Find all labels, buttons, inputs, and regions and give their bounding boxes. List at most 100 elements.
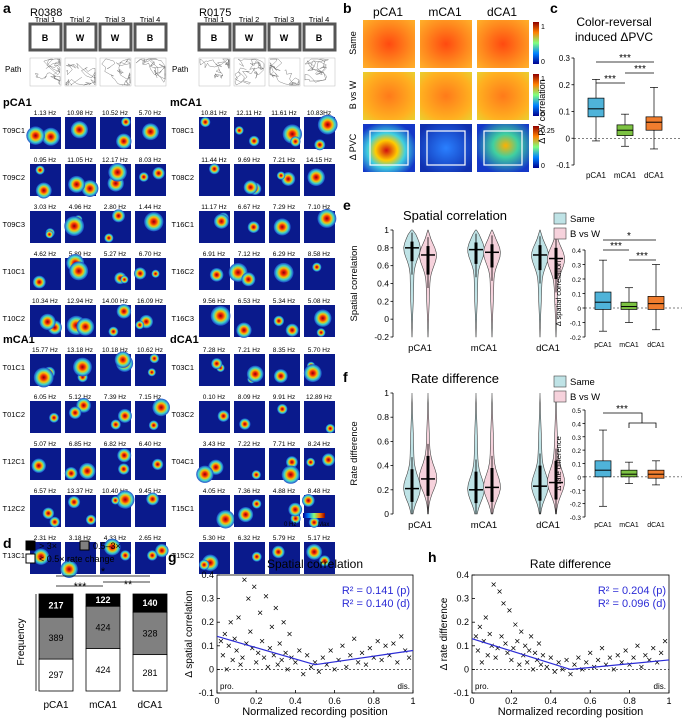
scatter-point: [257, 610, 263, 616]
arena-letter: W: [280, 33, 289, 43]
box-pCA1: [594, 460, 612, 478]
x-tick-label: dCA1: [536, 520, 560, 531]
y-tick-label: 0.4: [572, 421, 581, 428]
scatter-point: [224, 667, 230, 672]
colorbar-tick: 0: [541, 59, 545, 66]
place-field: [198, 559, 210, 570]
r2-label: R² = 0.204 (p): [598, 585, 666, 597]
peak-rate: 7.29 Hz: [273, 204, 295, 211]
peak-rate: 7.39 Hz: [104, 394, 126, 401]
trial-label: Trial 3: [105, 15, 126, 24]
scatter-point: [263, 593, 269, 599]
scatter-point: [650, 645, 656, 651]
scatter-point: [240, 655, 245, 660]
x-tick-label: mCA1: [471, 520, 497, 531]
place-field: [247, 221, 260, 234]
peak-rate: 10.62 Hz: [137, 347, 163, 354]
x-tick-label: pCA1: [408, 343, 432, 354]
scatter-title: Spatial correlation: [267, 557, 363, 571]
peak-rate: 7.12 Hz: [238, 251, 260, 258]
bar-label: 389: [48, 633, 63, 643]
cell-id: T13C1: [2, 551, 25, 560]
place-field: [73, 357, 92, 377]
place-field: [238, 507, 254, 523]
sig-bracket: [628, 422, 657, 428]
colorbar-tick: 0.25: [541, 128, 555, 135]
scatter-point: [293, 660, 298, 665]
place-field: [152, 398, 170, 417]
peak-rate: 10.40 Hz: [102, 488, 128, 495]
colorbar-tick: 1: [541, 76, 545, 83]
place-field: [308, 517, 320, 528]
legend-swatch-mid: [79, 540, 90, 551]
y-tick-label: 0.4: [377, 461, 389, 471]
legend-label: Same: [570, 214, 595, 225]
ratemap-colorbar-max: Max: [318, 522, 329, 528]
peak-rate: 11.61 Hz: [271, 110, 297, 117]
x-tick-label: dCA1: [644, 171, 665, 180]
legend-swatch-bvw: [553, 227, 567, 240]
peak-rate: 9.45 Hz: [139, 488, 161, 495]
scatter-point: [261, 655, 267, 660]
y-tick-label: 0.1: [456, 641, 469, 651]
place-field: [243, 180, 258, 195]
scatter-point: [507, 608, 512, 613]
peak-rate: 6.67 Hz: [238, 204, 260, 211]
ratemap-bg: [30, 211, 61, 243]
arena-outline: [426, 130, 466, 166]
scatter-point: [479, 660, 485, 665]
bar-segment: [38, 593, 74, 618]
place-field: [312, 262, 322, 272]
scatter-point: [383, 643, 388, 649]
place-field: [272, 545, 285, 559]
place-field: [26, 126, 45, 145]
peak-rate: 7.10 Hz: [308, 204, 330, 211]
bar-segment: [38, 658, 74, 692]
place-field: [103, 538, 121, 556]
bar-label: 281: [142, 668, 157, 678]
r2-label: R² = 0.140 (d): [342, 598, 410, 610]
place-field: [142, 123, 159, 141]
peak-rate: 5.17 Hz: [308, 535, 330, 542]
legend-label: B vs W: [570, 229, 600, 240]
scatter-point: [540, 652, 546, 658]
arena-letter: W: [245, 33, 254, 43]
place-field: [69, 261, 89, 281]
scatter-point: [367, 645, 373, 651]
place-field: [208, 163, 220, 175]
place-field: [41, 127, 60, 146]
y-tick-label: 0.1: [559, 108, 571, 117]
panel-e: Spatial correlation -0.2 0 0.2 0.4 0.6 0.8 1 Spa…: [349, 208, 682, 354]
box-dCA1: [645, 116, 663, 131]
scatter-point: [662, 638, 668, 644]
scatter-point: [635, 643, 640, 649]
scatter-point: [513, 622, 518, 627]
scatter-point: [234, 648, 239, 653]
place-field: [49, 412, 59, 423]
scatter-point: [395, 660, 400, 665]
cell-id: T09C1: [2, 126, 25, 135]
bar-segment: [38, 616, 74, 660]
panel-label-a: a: [3, 0, 11, 16]
violin-iqr: [554, 460, 558, 500]
scatter-point: [556, 660, 561, 665]
trial-label: Trial 3: [274, 15, 295, 24]
place-field: [321, 453, 335, 467]
place-field: [60, 560, 78, 578]
plot-frame: [471, 574, 670, 694]
place-field: [211, 358, 223, 370]
peak-rate: 11.05 Hz: [67, 157, 93, 164]
violin-B vs W: [483, 392, 501, 515]
scatter-point: [308, 664, 314, 670]
scatter-point: [595, 657, 601, 663]
y-tick-label: 0.2: [572, 277, 581, 284]
panel-label-f: f: [343, 369, 348, 385]
scatter-point: [544, 664, 550, 670]
scatter-point: [304, 652, 310, 658]
path-trace: [34, 58, 61, 85]
cell-id: T12C1: [2, 457, 25, 466]
sig-stars: *: [101, 566, 106, 578]
y-tick-label: 0.4: [201, 570, 214, 580]
place-field: [68, 175, 86, 193]
scatter-point: [359, 650, 365, 656]
